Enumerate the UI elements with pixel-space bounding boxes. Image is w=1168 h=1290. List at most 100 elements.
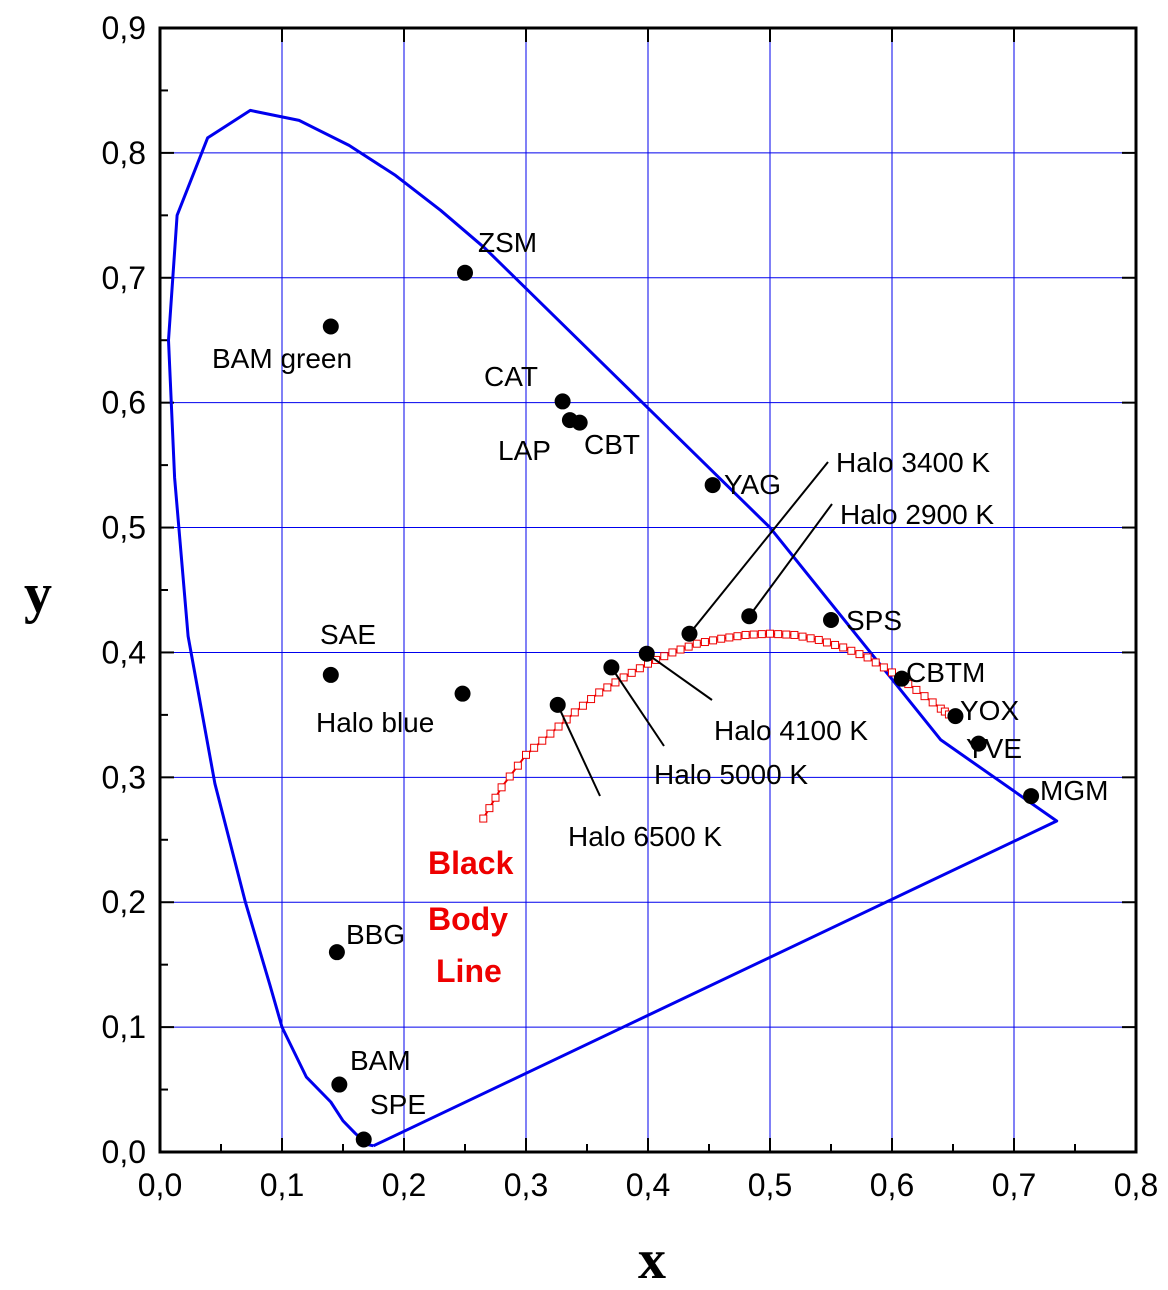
y-tick-label: 0,9 bbox=[102, 10, 146, 46]
data-point bbox=[571, 414, 588, 431]
black-body-marker bbox=[798, 632, 807, 641]
x-tick-label: 0,6 bbox=[870, 1167, 914, 1203]
x-tick-label: 0,3 bbox=[504, 1167, 548, 1203]
black-body-marker bbox=[912, 685, 921, 694]
point-label: Halo 4100 K bbox=[714, 715, 868, 746]
black-body-marker bbox=[757, 630, 766, 639]
x-tick-labels: 0,0 0,1 0,2 0,3 0,4 0,5 0,6 0,7 0,8 bbox=[138, 1167, 1158, 1203]
black-body-marker bbox=[831, 640, 840, 649]
data-point bbox=[947, 708, 964, 725]
black-body-marker bbox=[741, 630, 750, 639]
black-body-marker bbox=[717, 634, 726, 643]
point-label: ZSM bbox=[478, 227, 537, 258]
plot-frame bbox=[158, 26, 1138, 1154]
black-body-marker bbox=[479, 814, 488, 823]
leader-line bbox=[748, 503, 833, 617]
y-tick-labels: 0,0 0,1 0,2 0,3 0,4 0,5 0,6 0,7 0,8 0,9 bbox=[102, 10, 146, 1170]
annotation-black: Black bbox=[428, 845, 514, 881]
black-body-marker bbox=[578, 701, 587, 710]
point-label: BBG bbox=[346, 919, 405, 950]
x-tick-label: 0,2 bbox=[382, 1167, 426, 1203]
data-point bbox=[457, 264, 473, 281]
black-body-marker bbox=[603, 683, 612, 692]
black-body-marker bbox=[855, 650, 864, 659]
data-point bbox=[603, 659, 620, 676]
point-label: YOX bbox=[960, 695, 1019, 726]
black-body-marker bbox=[920, 692, 929, 701]
data-point bbox=[554, 393, 571, 410]
black-body-marker bbox=[822, 638, 831, 647]
black-body-marker bbox=[595, 688, 604, 697]
black-body-annotation: Black Body Line bbox=[428, 845, 514, 989]
y-tick-label: 0,3 bbox=[102, 759, 146, 795]
black-body-marker bbox=[546, 729, 555, 738]
y-tick-label: 0,1 bbox=[102, 1009, 146, 1045]
leader-lines bbox=[556, 461, 833, 797]
point-label: BAM green bbox=[212, 343, 352, 374]
y-tick-label: 0,5 bbox=[102, 510, 146, 546]
data-point bbox=[741, 608, 758, 625]
data-point bbox=[893, 670, 910, 687]
data-point bbox=[823, 611, 839, 628]
point-label: CAT bbox=[484, 361, 538, 392]
black-body-marker bbox=[627, 668, 636, 677]
black-body-marker bbox=[700, 638, 709, 647]
data-point bbox=[322, 666, 339, 683]
black-body-marker bbox=[635, 664, 644, 673]
y-tick-label: 0,2 bbox=[102, 884, 146, 920]
black-body-marker bbox=[611, 678, 620, 687]
point-label: YVE bbox=[966, 733, 1022, 764]
data-point bbox=[970, 735, 987, 752]
point-label: Halo blue bbox=[316, 707, 434, 738]
leader-line bbox=[556, 704, 601, 797]
black-body-marker bbox=[505, 772, 514, 781]
point-labels: ZSM BAM green CAT LAP CBT YAG SAE Halo blue Halo… bbox=[212, 227, 1108, 1120]
data-point bbox=[549, 696, 566, 713]
x-tick-label: 0,7 bbox=[992, 1167, 1036, 1203]
black-body-marker bbox=[513, 761, 522, 770]
x-axis-title: x bbox=[638, 1229, 666, 1290]
point-label: YAG bbox=[724, 469, 781, 500]
data-point bbox=[454, 685, 471, 702]
axis-ticks bbox=[159, 27, 1137, 1153]
black-body-marker bbox=[485, 804, 494, 813]
point-label: Halo 5000 K bbox=[654, 759, 808, 790]
black-body-marker bbox=[497, 783, 506, 792]
x-tick-label: 0,0 bbox=[138, 1167, 182, 1203]
point-label: SPS bbox=[846, 605, 902, 636]
point-label: SAE bbox=[320, 619, 376, 650]
black-body-marker bbox=[879, 663, 888, 672]
y-tick-label: 0,8 bbox=[102, 135, 146, 171]
y-tick-label: 0,6 bbox=[102, 385, 146, 421]
black-body-marker bbox=[814, 635, 823, 644]
leader-line bbox=[610, 666, 665, 747]
x-tick-label: 0,5 bbox=[748, 1167, 792, 1203]
data-point bbox=[322, 318, 339, 335]
black-body-marker bbox=[725, 633, 734, 642]
black-body-marker bbox=[587, 695, 596, 704]
black-body-marker bbox=[847, 646, 856, 655]
black-body-marker bbox=[538, 736, 547, 745]
point-label: Halo 3400 K bbox=[836, 447, 990, 478]
spectral-locus bbox=[167, 108, 1059, 1148]
data-point bbox=[681, 625, 698, 642]
point-label: SPE bbox=[370, 1089, 426, 1120]
black-body-marker bbox=[491, 793, 500, 802]
black-body-marker bbox=[749, 630, 758, 639]
data-point bbox=[704, 477, 721, 494]
annotation-body: Body bbox=[428, 901, 508, 937]
black-body-marker bbox=[790, 630, 799, 639]
black-body-marker bbox=[888, 668, 896, 677]
black-body-marker bbox=[871, 658, 880, 667]
data-points bbox=[322, 264, 1040, 1148]
grid-lines bbox=[160, 28, 1136, 1152]
spectral-locus-path bbox=[167, 108, 1059, 1148]
y-axis-title: y bbox=[24, 563, 52, 625]
y-tick-label: 0,4 bbox=[102, 634, 146, 670]
black-body-marker bbox=[660, 652, 669, 661]
point-label: CBTM bbox=[906, 657, 985, 688]
point-label: Halo 2900 K bbox=[840, 499, 994, 530]
data-point bbox=[331, 1076, 348, 1093]
black-body-marker bbox=[774, 630, 783, 639]
data-point bbox=[328, 944, 345, 961]
